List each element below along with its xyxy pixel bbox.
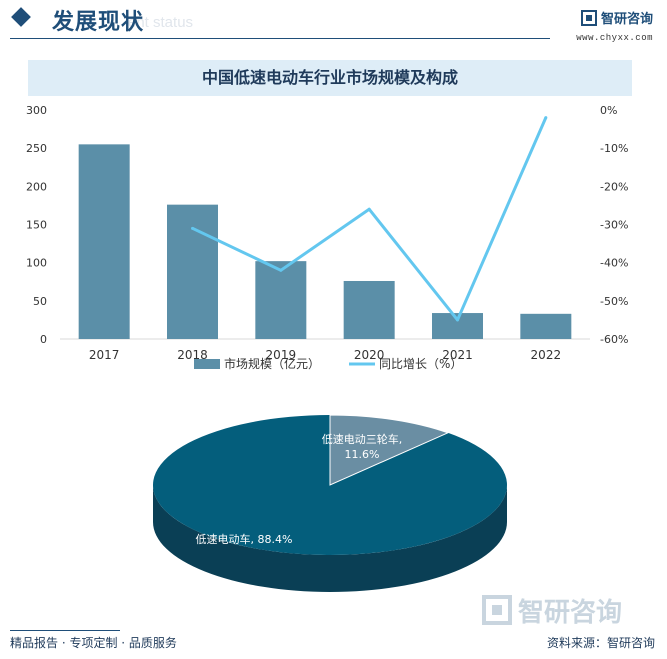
pie-slice-side xyxy=(153,485,507,592)
footer-source: 资料来源：智研咨询 xyxy=(546,636,655,650)
diamond-icon xyxy=(11,7,31,27)
line-point xyxy=(191,226,194,230)
x-tick-label: 2021 xyxy=(442,348,473,362)
y-right-tick-label: -30% xyxy=(600,219,628,232)
y-right-tick-label: -50% xyxy=(600,295,628,308)
section-title: 发展现状 xyxy=(52,9,145,35)
y-left-tick-label: 50 xyxy=(33,295,47,308)
pie-chart: 低速电动三轮车, 11.6% 低速电动车, 88.4% xyxy=(153,414,507,592)
x-tick-label: 2017 xyxy=(89,348,120,362)
brand-name: 智研咨询 xyxy=(576,8,653,27)
bar xyxy=(78,144,130,339)
line-point xyxy=(456,318,459,322)
y-right-tick-label: -40% xyxy=(600,257,628,270)
chart-title: 中国低速电动车行业市场规模及构成 xyxy=(28,60,632,96)
legend-bar-label: 市场规模（亿元） xyxy=(224,356,320,371)
line-point xyxy=(544,116,548,120)
y-left-tick-label: 300 xyxy=(26,104,47,117)
x-tick-label: 2019 xyxy=(266,348,297,362)
x-tick-label: 2018 xyxy=(177,348,208,362)
header-rule xyxy=(10,38,550,39)
x-tick-label: 2020 xyxy=(354,348,385,362)
pie-slice-small xyxy=(329,414,450,486)
bar xyxy=(255,261,307,339)
y-right-tick-label: -60% xyxy=(600,333,628,346)
watermark-text: 智研咨询 xyxy=(518,597,622,628)
bar xyxy=(520,313,572,339)
watermark-logo: 智研咨询 xyxy=(482,593,652,633)
y-left-tick-label: 0 xyxy=(40,333,47,346)
footer-tagline: 精品报告 · 专项定制 · 品质服务 xyxy=(10,636,177,650)
legend-line-label: 同比增长（%） xyxy=(379,357,462,371)
section-header: ent status 发展现状 xyxy=(0,0,667,44)
y-left-tick-label: 250 xyxy=(26,142,47,155)
pie-label-main: 低速电动车, 88.4% xyxy=(196,532,293,546)
bar xyxy=(167,204,218,339)
y-right-tick-label: 0% xyxy=(600,104,617,117)
y-left-tick-label: 150 xyxy=(26,219,47,232)
line-point xyxy=(367,207,371,211)
brand-name-text: 智研咨询 xyxy=(600,12,653,27)
y-right-tick-label: -20% xyxy=(600,180,628,193)
brand-block: 智研咨询 www.chyxx.com xyxy=(576,8,653,43)
header-ghost-text: ent status xyxy=(128,14,194,31)
x-tick-label: 2022 xyxy=(531,348,562,362)
y-left-tick-label: 100 xyxy=(26,257,47,270)
footer-rule xyxy=(10,630,120,631)
bar xyxy=(343,280,395,339)
brand-logo-icon xyxy=(580,10,597,26)
pie-label-small-pct: 11.6% xyxy=(345,448,380,461)
y-left-tick-label: 200 xyxy=(26,180,47,193)
legend-bar-swatch xyxy=(194,359,220,369)
brand-url: www.chyxx.com xyxy=(576,33,653,43)
pie-label-small: 低速电动三轮车, xyxy=(322,432,403,446)
y-right-tick-label: -10% xyxy=(600,142,628,155)
combo-chart: 0 50 100 150 200 250 300 0% -10% -20% -30% -40% -50%… xyxy=(26,104,628,371)
line-point xyxy=(279,268,283,272)
